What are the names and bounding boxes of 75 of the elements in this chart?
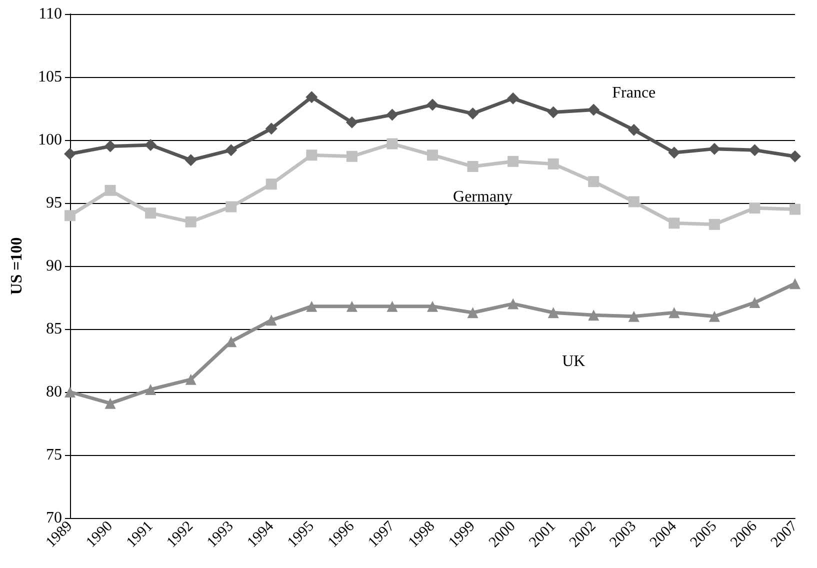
x-tick-label: 1999 (446, 518, 478, 551)
point (225, 144, 238, 156)
point (668, 218, 680, 229)
point (145, 384, 156, 395)
point (427, 150, 438, 161)
text: UK (562, 353, 586, 370)
point (64, 148, 76, 160)
point (185, 216, 196, 228)
point (386, 300, 398, 312)
point (748, 144, 761, 156)
point (467, 307, 478, 318)
point (184, 154, 197, 166)
x-tick-label: 1993 (204, 518, 237, 551)
y-tick-label: 70 (46, 510, 62, 526)
point (306, 300, 318, 312)
point (790, 278, 800, 290)
point (104, 398, 116, 409)
point (386, 138, 398, 150)
point (266, 178, 277, 190)
x-tick-label: 1992 (164, 518, 196, 551)
point (508, 156, 519, 167)
y-tick-label: 90 (46, 258, 62, 274)
point (427, 300, 438, 312)
point (104, 184, 116, 196)
y-tick-label: 75 (46, 446, 62, 464)
point (548, 158, 559, 170)
point (708, 218, 720, 230)
point (628, 196, 640, 208)
point (708, 142, 720, 155)
point (346, 116, 358, 128)
point (185, 374, 196, 385)
point (588, 176, 600, 188)
point (426, 98, 438, 111)
y-tick-label: 80 (46, 384, 62, 400)
point (64, 210, 76, 222)
point (789, 150, 801, 162)
point (226, 201, 237, 212)
point (668, 146, 680, 159)
point (749, 297, 760, 308)
point (466, 108, 479, 120)
point (386, 108, 398, 121)
point (790, 204, 800, 215)
point (507, 92, 520, 104)
point (668, 307, 680, 318)
point (64, 386, 76, 398)
y-tick-label: 95 (46, 194, 62, 212)
point (346, 300, 358, 312)
point (588, 310, 600, 321)
y-tick-label: 105 (38, 68, 62, 86)
x-tick-label: 2001 (526, 518, 559, 551)
series-label: France (612, 84, 656, 102)
point (306, 150, 318, 161)
point (548, 307, 559, 318)
point (749, 202, 760, 214)
x-tick-label: 1990 (83, 518, 116, 551)
point (628, 310, 640, 322)
point (508, 298, 519, 310)
point (144, 139, 157, 152)
point (588, 104, 600, 116)
point (306, 91, 318, 104)
y-axis-title: US =100 (8, 237, 26, 295)
point (467, 160, 478, 172)
point (104, 140, 116, 152)
x-tick-label: 1991 (124, 518, 156, 551)
point (628, 124, 640, 136)
point (145, 208, 156, 219)
point (265, 122, 278, 135)
series-label: Germany (453, 188, 513, 206)
y-tick-label: 100 (38, 132, 62, 148)
y-tick-label: 85 (46, 320, 62, 338)
point (708, 310, 720, 322)
point (547, 106, 560, 118)
point (346, 150, 358, 162)
y-tick-label: 110 (38, 6, 62, 22)
point (266, 314, 277, 326)
